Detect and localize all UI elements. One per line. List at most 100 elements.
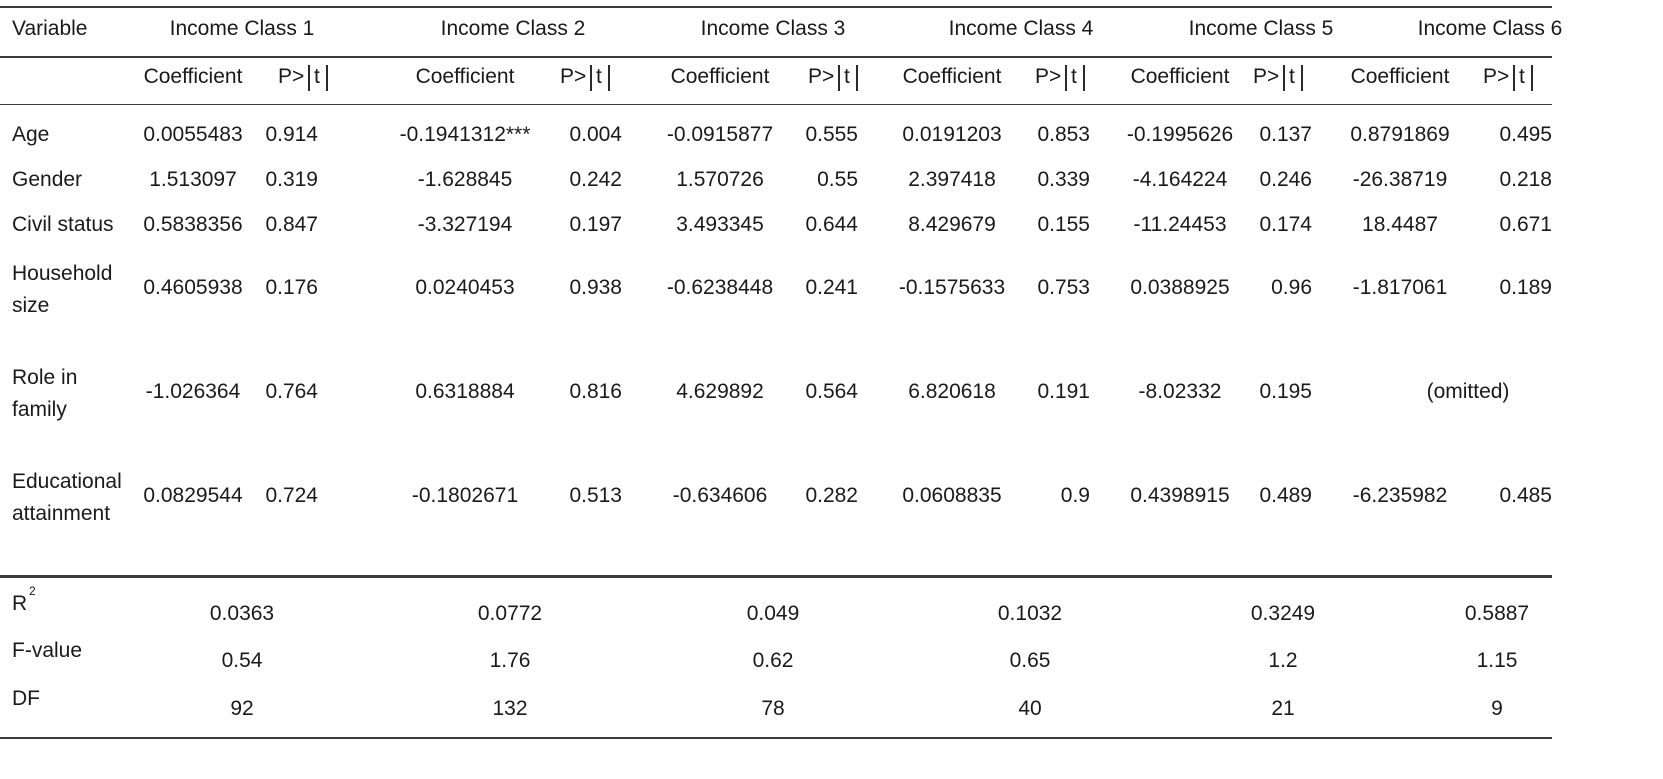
p-value: 0.564 — [805, 380, 858, 403]
p-value: 0.155 — [1037, 213, 1090, 236]
coefficient-value: 8.429679 — [908, 213, 996, 236]
coefficient-value: -6.235982 — [1352, 484, 1448, 507]
coefficient-value: 0.0240453 — [415, 276, 515, 299]
omitted-note: (omitted) — [1426, 380, 1510, 403]
abs-bar-left — [838, 65, 840, 91]
coefficient-value: -4.164224 — [1132, 168, 1228, 191]
coefficient-value: -1.026364 — [145, 380, 241, 403]
p-value: 0.764 — [265, 380, 318, 403]
stat-value: 0.0363 — [209, 602, 275, 625]
abs-bar-right — [856, 65, 858, 91]
abs-bar-right — [1083, 65, 1085, 91]
coefficient-value: -1.628845 — [417, 168, 513, 191]
coefficient-value: -1.817061 — [1352, 276, 1448, 299]
header-rule — [0, 56, 1552, 58]
row-label-line-1: Household — [12, 262, 113, 285]
coefficient-header: Coefficient — [415, 65, 515, 88]
top-rule — [0, 6, 1552, 8]
coefficient-value: 3.493345 — [676, 213, 764, 236]
p-value: 0.555 — [805, 123, 858, 146]
coefficient-header: Coefficient — [143, 65, 243, 88]
coefficient-header: Coefficient — [902, 65, 1002, 88]
p-value: 0.853 — [1037, 123, 1090, 146]
coefficient-value: -0.634606 — [672, 484, 768, 507]
p-value: 0.495 — [1499, 123, 1552, 146]
coefficient-value: -0.1575633 — [898, 276, 1006, 299]
p-value-header-t: t — [844, 65, 850, 88]
p-value: 0.319 — [265, 168, 318, 191]
row-label: Age — [12, 123, 50, 146]
p-value-header-prefix: P> — [560, 65, 587, 88]
coefficient-value: 1.570726 — [676, 168, 764, 191]
coefficient-value: 0.4398915 — [1130, 484, 1230, 507]
p-value: 0.189 — [1499, 276, 1552, 299]
stat-value: 0.049 — [746, 602, 800, 625]
p-value: 0.195 — [1259, 380, 1312, 403]
stat-value: 0.0772 — [477, 602, 543, 625]
coefficient-value: 0.6318884 — [415, 380, 515, 403]
coefficient-header: Coefficient — [1350, 65, 1450, 88]
p-value: 0.9 — [1060, 484, 1090, 507]
p-value-header-t: t — [1071, 65, 1077, 88]
abs-bar-left — [1283, 65, 1285, 91]
p-value-header-prefix: P> — [1483, 65, 1510, 88]
stat-label: R — [12, 592, 28, 615]
p-value-header-prefix: P> — [1035, 65, 1062, 88]
income-class-1-header: Income Class 1 — [169, 17, 315, 40]
income-class-6-header: Income Class 6 — [1417, 17, 1563, 40]
stat-value: 92 — [230, 697, 254, 720]
p-value: 0.671 — [1499, 213, 1552, 236]
coefficient-value: 0.0829544 — [143, 484, 243, 507]
coefficient-value: -0.0915877 — [666, 123, 774, 146]
stat-value: 1.15 — [1476, 649, 1518, 672]
p-value: 0.242 — [569, 168, 622, 191]
coefficient-value: 1.513097 — [149, 168, 237, 191]
coefficient-value: -0.1995626 — [1126, 123, 1234, 146]
coefficient-value: 18.4487 — [1362, 213, 1438, 236]
coefficient-value: 6.820618 — [908, 380, 996, 403]
p-value-header-prefix: P> — [808, 65, 835, 88]
p-value: 0.914 — [265, 123, 318, 146]
coefficient-value: 0.0388925 — [1130, 276, 1230, 299]
income-class-5-header: Income Class 5 — [1188, 17, 1334, 40]
p-value: 0.753 — [1037, 276, 1090, 299]
abs-bar-left — [1065, 65, 1067, 91]
row-label: Civil status — [12, 213, 114, 236]
stat-value: 78 — [761, 697, 785, 720]
p-value: 0.513 — [569, 484, 622, 507]
coefficient-value: 0.4605938 — [143, 276, 243, 299]
p-value: 0.339 — [1037, 168, 1090, 191]
p-value: 0.218 — [1499, 168, 1552, 191]
stat-value: 0.54 — [221, 649, 263, 672]
row-label-line-2: attainment — [12, 502, 111, 525]
coefficient-header: Coefficient — [670, 65, 770, 88]
p-value-header-prefix: P> — [278, 65, 305, 88]
coefficient-value: 0.0191203 — [902, 123, 1002, 146]
row-label: Gender — [12, 168, 83, 191]
coefficient-value: -0.1941312*** — [399, 123, 531, 146]
income-class-3-header: Income Class 3 — [700, 17, 846, 40]
bottom-rule — [0, 737, 1552, 739]
stat-value: 40 — [1018, 697, 1042, 720]
p-value: 0.847 — [265, 213, 318, 236]
stat-label: DF — [12, 687, 40, 710]
p-value-header-prefix: P> — [1253, 65, 1280, 88]
coefficient-value: -26.38719 — [1352, 168, 1448, 191]
p-value: 0.816 — [569, 380, 622, 403]
p-value: 0.485 — [1499, 484, 1552, 507]
variable-header: Variable — [12, 17, 88, 40]
stat-value: 0.1032 — [997, 602, 1063, 625]
subheader-rule — [0, 104, 1552, 105]
income-class-4-header: Income Class 4 — [948, 17, 1094, 40]
p-value: 0.644 — [805, 213, 858, 236]
stats-rule — [0, 575, 1552, 578]
p-value: 0.282 — [805, 484, 858, 507]
coefficient-value: 0.8791869 — [1350, 123, 1450, 146]
stat-value: 0.5887 — [1464, 602, 1530, 625]
p-value: 0.489 — [1259, 484, 1312, 507]
stat-value: 1.76 — [489, 649, 531, 672]
p-value: 0.96 — [1271, 276, 1312, 299]
row-label-line-2: size — [12, 294, 50, 317]
row-label-line-2: family — [12, 398, 67, 421]
